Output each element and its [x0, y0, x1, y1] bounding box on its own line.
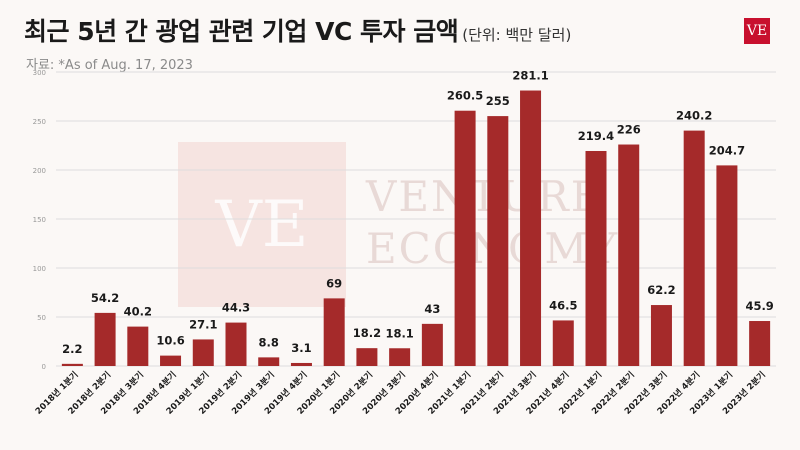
bar: [94, 312, 116, 366]
value-label: 18.1: [385, 326, 413, 340]
value-label: 2.2: [62, 342, 82, 356]
y-tick-label: 250: [33, 118, 46, 126]
bar: [323, 298, 345, 366]
value-label: 62.2: [647, 283, 675, 297]
y-tick-label: 300: [33, 69, 46, 77]
bar: [421, 323, 443, 366]
value-label: 260.5: [447, 89, 483, 103]
unit-label: (단위: 백만 달러): [462, 26, 572, 44]
venture-economy-logo: VE: [744, 18, 770, 44]
value-label: 226: [617, 123, 641, 137]
value-label: 46.5: [549, 298, 577, 312]
value-label: 45.9: [745, 299, 773, 313]
value-label: 18.2: [353, 326, 381, 340]
bar: [716, 165, 738, 366]
value-label: 40.2: [124, 305, 152, 319]
bar: [160, 355, 182, 366]
value-label: 54.2: [91, 291, 119, 305]
value-label: 281.1: [512, 69, 548, 83]
value-label: 3.1: [291, 341, 311, 355]
bar: [356, 348, 378, 366]
value-label: 69: [326, 276, 342, 290]
value-label: 27.1: [189, 317, 217, 331]
y-tick-label: 100: [33, 265, 46, 273]
bar: [552, 320, 574, 366]
value-label: 219.4: [578, 129, 614, 143]
bar: [225, 322, 247, 366]
chart-title: 최근 5년 간 광업 관련 기업 VC 투자 금액: [24, 17, 459, 46]
bar: [192, 339, 214, 366]
bar: [650, 305, 672, 366]
bar: [389, 348, 411, 366]
title-row: 최근 5년 간 광업 관련 기업 VC 투자 금액 (단위: 백만 달러): [24, 12, 571, 48]
bar: [290, 362, 312, 366]
bar: [127, 326, 149, 366]
value-label: 255: [486, 94, 510, 108]
bar: [487, 116, 509, 366]
value-label: 204.7: [709, 143, 745, 157]
value-label: 10.6: [156, 334, 184, 348]
bar: [585, 150, 607, 366]
value-label: 44.3: [222, 301, 250, 315]
y-tick-label: 50: [37, 314, 46, 322]
value-label: 8.8: [259, 335, 279, 349]
bar: [618, 144, 640, 366]
y-tick-label: 200: [33, 167, 46, 175]
bar: [61, 363, 83, 366]
value-label: 43: [424, 302, 440, 316]
bar: [258, 357, 280, 366]
value-label: 240.2: [676, 109, 712, 123]
bar: [454, 110, 476, 367]
bar: [520, 90, 542, 366]
bar: [683, 130, 705, 366]
source-note: 자료: *As of Aug. 17, 2023: [26, 58, 193, 73]
bar: [749, 321, 771, 366]
y-tick-label: 150: [33, 216, 46, 224]
y-tick-label: 0: [42, 363, 46, 371]
